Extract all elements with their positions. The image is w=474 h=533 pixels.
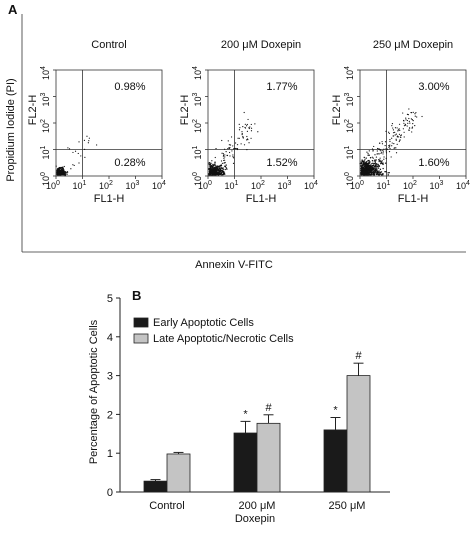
legend-swatch xyxy=(133,333,149,344)
legend-swatch xyxy=(133,317,149,328)
flow-plot-title: 200 μM Doxepin xyxy=(221,39,301,51)
y-axis-tick-label: 4 xyxy=(107,332,113,344)
y-axis-tick-label: 102 xyxy=(40,119,51,133)
y-axis-tick-label: 101 xyxy=(192,145,203,159)
bar-chart-y-label: Percentage of Apoptotic Cells xyxy=(88,319,100,464)
significance-marker: # xyxy=(265,402,272,414)
x-axis-category-label: Control xyxy=(149,500,184,512)
x-axis-category-label: 200 μM xyxy=(239,500,276,512)
x-axis-tick-label: 103 xyxy=(430,180,444,191)
lower-right-percentage: 1.52% xyxy=(266,157,297,169)
y-axis-tick-label: 102 xyxy=(192,119,203,133)
y-axis-tick-label: 2 xyxy=(107,409,113,421)
significance-marker: # xyxy=(355,350,362,362)
y-axis-tick-label: 5 xyxy=(107,293,113,305)
bar-chart-legend: Early Apoptotic Cells Late Apoptotic/Necr… xyxy=(133,317,294,345)
legend-label: Early Apoptotic Cells xyxy=(153,317,254,329)
x-axis-tick-label: 101 xyxy=(377,180,391,191)
flow-plot-events xyxy=(55,135,98,177)
y-axis-tick-label: 103 xyxy=(344,92,355,106)
bar-early-apoptotic xyxy=(233,432,258,493)
y-axis-tick-label: 104 xyxy=(192,66,203,80)
x-axis-tick-label: 104 xyxy=(152,180,166,191)
x-axis-tick-label: 101 xyxy=(73,180,87,191)
upper-right-percentage: 1.77% xyxy=(266,81,297,93)
bar-early-apoptotic xyxy=(323,429,348,493)
lower-right-percentage: 0.28% xyxy=(114,157,145,169)
y-axis-tick-label: 104 xyxy=(344,66,355,80)
flow-plot-x-label: FL1-H xyxy=(94,193,125,205)
flow-plot-1: Control 0.98% 0.28% 100 101 102 103 104 100 101 10… xyxy=(27,39,166,205)
bar-late-apoptotic xyxy=(256,422,281,493)
bar-early-apoptotic xyxy=(143,480,168,493)
x-axis-category-label: 250 μM xyxy=(329,500,366,512)
x-axis-tick-label: 104 xyxy=(304,180,318,191)
y-axis-tick-label: 103 xyxy=(40,92,51,106)
x-axis-tick-label: 100 xyxy=(198,180,212,191)
x-axis-tick-label: 101 xyxy=(225,180,239,191)
panel-a-label: A xyxy=(8,2,18,17)
upper-right-percentage: 0.98% xyxy=(114,81,145,93)
legend-label: Late Apoptotic/Necrotic Cells xyxy=(153,333,294,345)
significance-marker: * xyxy=(243,408,248,420)
flow-plot-y-label: FL2-H xyxy=(27,95,39,126)
y-axis-tick-label: 101 xyxy=(40,145,51,159)
flow-plot-x-label: FL1-H xyxy=(246,193,277,205)
y-axis-tick-label: 101 xyxy=(344,145,355,159)
y-axis-tick-label: 104 xyxy=(40,66,51,80)
flow-plot-3: 250 μM Doxepin 3.00% 1.60% 100 101 102 103 104 1… xyxy=(331,39,470,205)
y-axis-tick-label: 100 xyxy=(192,172,203,186)
flow-plot-title: 250 μM Doxepin xyxy=(373,39,453,51)
flow-plot-y-label: FL2-H xyxy=(331,95,343,126)
y-axis-label-pi: Propidium Iodide (PI) xyxy=(5,78,17,181)
flow-plot-events xyxy=(359,108,423,176)
y-axis-tick-label: 100 xyxy=(344,172,355,186)
flow-plot-events xyxy=(208,111,259,176)
flow-plot-x-label: FL1-H xyxy=(398,193,429,205)
flow-plot-2: 200 μM Doxepin 1.77% 1.52% 100 101 102 103 104 1… xyxy=(179,39,318,205)
y-axis-tick-label: 100 xyxy=(40,172,51,186)
significance-marker: * xyxy=(333,405,338,417)
bar-chart-x-label: Doxepin xyxy=(235,513,275,525)
flow-plot-frame xyxy=(55,69,163,177)
y-axis-tick-label: 3 xyxy=(107,371,113,383)
x-axis-tick-label: 102 xyxy=(99,180,113,191)
y-axis-tick-label: 1 xyxy=(107,448,113,460)
flow-plot-y-label: FL2-H xyxy=(179,95,191,126)
bar-chart: 0 1 2 3 4 5 Control 200 μM * #250 μM * # Early Apopt… xyxy=(107,293,390,512)
x-axis-tick-label: 103 xyxy=(126,180,140,191)
x-axis-tick-label: 102 xyxy=(403,180,417,191)
x-axis-tick-label: 104 xyxy=(456,180,470,191)
bar-late-apoptotic xyxy=(346,375,371,493)
flow-plots: Control 0.98% 0.28% 100 101 102 103 104 100 101 10… xyxy=(27,39,470,205)
bar-late-apoptotic xyxy=(166,453,191,493)
upper-right-percentage: 3.00% xyxy=(418,81,449,93)
y-axis-tick-label: 102 xyxy=(344,119,355,133)
y-axis-tick-label: 0 xyxy=(107,487,113,499)
flow-plot-title: Control xyxy=(91,39,126,51)
x-axis-tick-label: 102 xyxy=(251,180,265,191)
x-axis-tick-label: 103 xyxy=(278,180,292,191)
x-axis-tick-label: 100 xyxy=(350,180,364,191)
lower-right-percentage: 1.60% xyxy=(418,157,449,169)
panel-b-label: B xyxy=(132,288,141,303)
x-axis-tick-label: 100 xyxy=(46,180,60,191)
x-axis-label-annexin: Annexin V-FITC xyxy=(195,259,273,271)
y-axis-tick-label: 103 xyxy=(192,92,203,106)
